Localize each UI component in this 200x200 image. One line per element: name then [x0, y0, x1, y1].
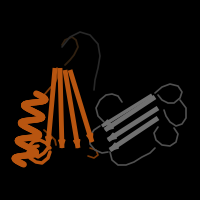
Polygon shape: [110, 143, 118, 150]
Polygon shape: [87, 133, 93, 142]
Polygon shape: [59, 140, 65, 148]
Polygon shape: [46, 137, 52, 145]
Polygon shape: [102, 120, 110, 126]
Polygon shape: [74, 140, 80, 148]
Polygon shape: [105, 123, 113, 130]
Polygon shape: [108, 133, 116, 140]
